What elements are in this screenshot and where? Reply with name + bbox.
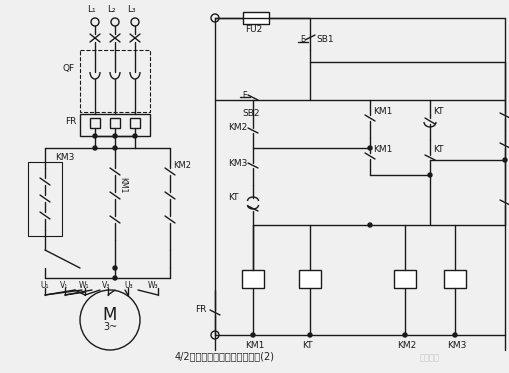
Circle shape bbox=[113, 266, 117, 270]
Circle shape bbox=[250, 333, 254, 337]
Text: FR: FR bbox=[65, 117, 76, 126]
Bar bbox=[393, 270, 415, 288]
Circle shape bbox=[211, 14, 218, 22]
Text: KM3: KM3 bbox=[228, 159, 247, 167]
Text: KM1: KM1 bbox=[507, 195, 509, 204]
Text: KT: KT bbox=[301, 341, 312, 350]
Circle shape bbox=[93, 146, 97, 150]
Text: KM2: KM2 bbox=[396, 341, 415, 350]
Circle shape bbox=[502, 158, 506, 162]
Circle shape bbox=[402, 333, 406, 337]
Bar bbox=[130, 118, 140, 128]
Bar bbox=[242, 12, 268, 24]
Text: 技成培训: 技成培训 bbox=[419, 354, 439, 363]
Bar bbox=[80, 50, 150, 112]
Circle shape bbox=[452, 333, 456, 337]
Bar bbox=[110, 118, 120, 128]
Text: SB1: SB1 bbox=[316, 35, 333, 44]
Circle shape bbox=[367, 146, 371, 150]
Text: 3~: 3~ bbox=[103, 322, 117, 332]
Circle shape bbox=[113, 276, 117, 280]
Circle shape bbox=[427, 173, 431, 177]
Circle shape bbox=[367, 223, 371, 227]
Text: 4/2极双速电动机起动控制电路(2): 4/2极双速电动机起动控制电路(2) bbox=[175, 351, 274, 361]
Circle shape bbox=[131, 18, 139, 26]
Circle shape bbox=[91, 18, 99, 26]
Bar bbox=[298, 270, 320, 288]
Bar bbox=[80, 114, 150, 136]
Circle shape bbox=[133, 134, 137, 138]
Text: FU2: FU2 bbox=[244, 25, 262, 34]
Text: KM1: KM1 bbox=[372, 145, 391, 154]
Text: KM1: KM1 bbox=[244, 341, 264, 350]
Text: L₁: L₁ bbox=[87, 6, 96, 15]
Text: KT: KT bbox=[432, 145, 443, 154]
Text: V₁: V₁ bbox=[60, 280, 68, 289]
Text: KM1: KM1 bbox=[372, 107, 391, 116]
Text: E: E bbox=[299, 35, 304, 44]
Text: FR: FR bbox=[194, 305, 206, 314]
Bar bbox=[242, 270, 264, 288]
Text: SB2: SB2 bbox=[242, 109, 259, 117]
Text: U₁: U₁ bbox=[40, 280, 48, 289]
Text: KM3: KM3 bbox=[55, 154, 74, 163]
Text: KM3: KM3 bbox=[446, 341, 465, 350]
Text: KM3: KM3 bbox=[507, 135, 509, 144]
Text: W₁: W₁ bbox=[79, 280, 89, 289]
Text: KT: KT bbox=[432, 107, 443, 116]
Bar bbox=[90, 118, 100, 128]
Text: V₃: V₃ bbox=[102, 280, 110, 289]
Circle shape bbox=[113, 134, 117, 138]
Text: L₃: L₃ bbox=[127, 6, 135, 15]
Text: KM2: KM2 bbox=[507, 106, 509, 115]
Text: KT: KT bbox=[228, 194, 238, 203]
Text: L₂: L₂ bbox=[107, 6, 116, 15]
Circle shape bbox=[211, 331, 218, 339]
Text: M: M bbox=[103, 306, 117, 324]
Bar bbox=[28, 162, 62, 236]
Circle shape bbox=[93, 134, 97, 138]
Text: W₃: W₃ bbox=[148, 280, 158, 289]
Circle shape bbox=[111, 18, 119, 26]
Circle shape bbox=[113, 146, 117, 150]
Text: KM2: KM2 bbox=[228, 123, 247, 132]
Circle shape bbox=[307, 333, 312, 337]
Text: QF: QF bbox=[63, 63, 75, 72]
Text: KM1: KM1 bbox=[118, 177, 127, 193]
Text: U₃: U₃ bbox=[124, 280, 132, 289]
Text: E: E bbox=[242, 91, 246, 100]
Bar bbox=[443, 270, 465, 288]
Circle shape bbox=[80, 290, 140, 350]
Text: KM2: KM2 bbox=[173, 160, 191, 169]
